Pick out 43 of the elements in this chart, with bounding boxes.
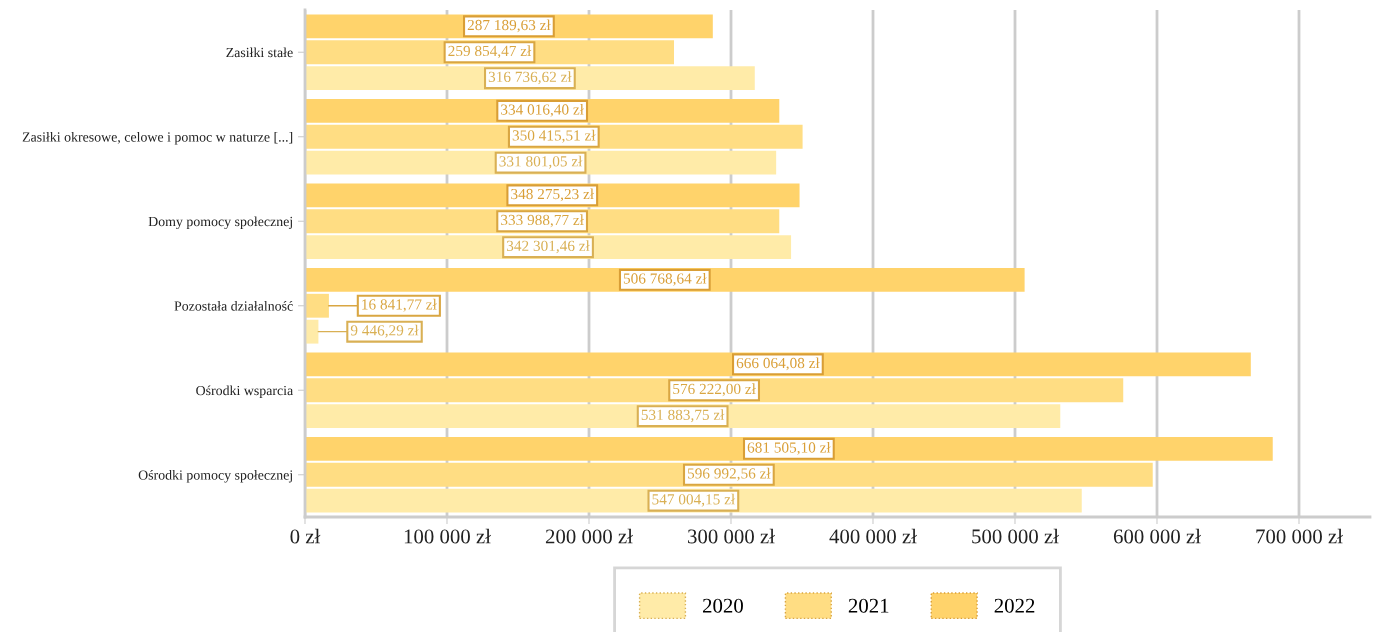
x-tick-label: 400 000 zł <box>829 528 917 544</box>
y-tick-label: Ośrodki pomocy społecznej <box>138 469 292 483</box>
y-tick-label: Zasiłki stałe <box>226 47 293 58</box>
data-label: 348 275,23 zł <box>511 188 594 202</box>
bar <box>305 404 1061 429</box>
legend-label: 2020 <box>703 598 743 613</box>
x-tick-label: 700 000 zł <box>1256 528 1343 544</box>
data-label: 506 768,64 zł <box>623 272 707 286</box>
data-label: 334 016,40 zł <box>501 103 584 117</box>
y-tick-label: Ośrodki wsparcia <box>196 385 293 399</box>
data-label: 681 505,10 zł <box>747 441 831 455</box>
data-label: 342 301,46 zł <box>506 240 590 254</box>
legend-label: 2021 <box>848 598 889 613</box>
x-tick-label: 200 000 zł <box>545 528 633 544</box>
y-tick-label: Zasiłki okresowe, celowe i pomoc w naturze [...] <box>22 131 293 145</box>
x-tick-label: 500 000 zł <box>972 528 1059 544</box>
bar <box>305 436 1273 461</box>
x-tick-label: 100 000 zł <box>404 528 491 544</box>
data-label: 333 988,77 zł <box>501 214 584 228</box>
data-label: 596 992,56 zł <box>687 467 771 481</box>
data-label: 331 801,05 zł <box>499 155 583 169</box>
x-tick-label: 600 000 zł <box>1113 528 1201 544</box>
legend-label: 2022 <box>994 598 1035 613</box>
x-tick-label: 300 000 zł <box>688 528 775 544</box>
y-tick-label: Pozostała działalność <box>174 300 293 311</box>
y-tick-label: Domy pomocy społecznej <box>148 216 292 230</box>
data-label: 16 841,77 zł <box>362 298 437 312</box>
data-label: 316 736,62 zł <box>488 71 572 85</box>
bar <box>305 462 1153 487</box>
bar <box>305 293 329 318</box>
x-tick-label: 0 zł <box>290 528 321 544</box>
data-label: 547 004,15 zł <box>652 493 736 507</box>
bar <box>305 488 1082 513</box>
data-label: 350 415,51 zł <box>512 129 596 143</box>
data-label: 666 064,08 zł <box>736 357 820 371</box>
data-label: 287 189,63 zł <box>467 19 551 33</box>
data-label: 9 446,29 zł <box>350 324 419 338</box>
data-label: 576 222,00 zł <box>673 383 756 397</box>
data-label: 259 854,47 zł <box>448 45 532 59</box>
data-label: 531 883,75 zł <box>641 409 725 423</box>
bar <box>305 319 319 344</box>
bar <box>305 352 1251 377</box>
bar <box>305 378 1124 403</box>
